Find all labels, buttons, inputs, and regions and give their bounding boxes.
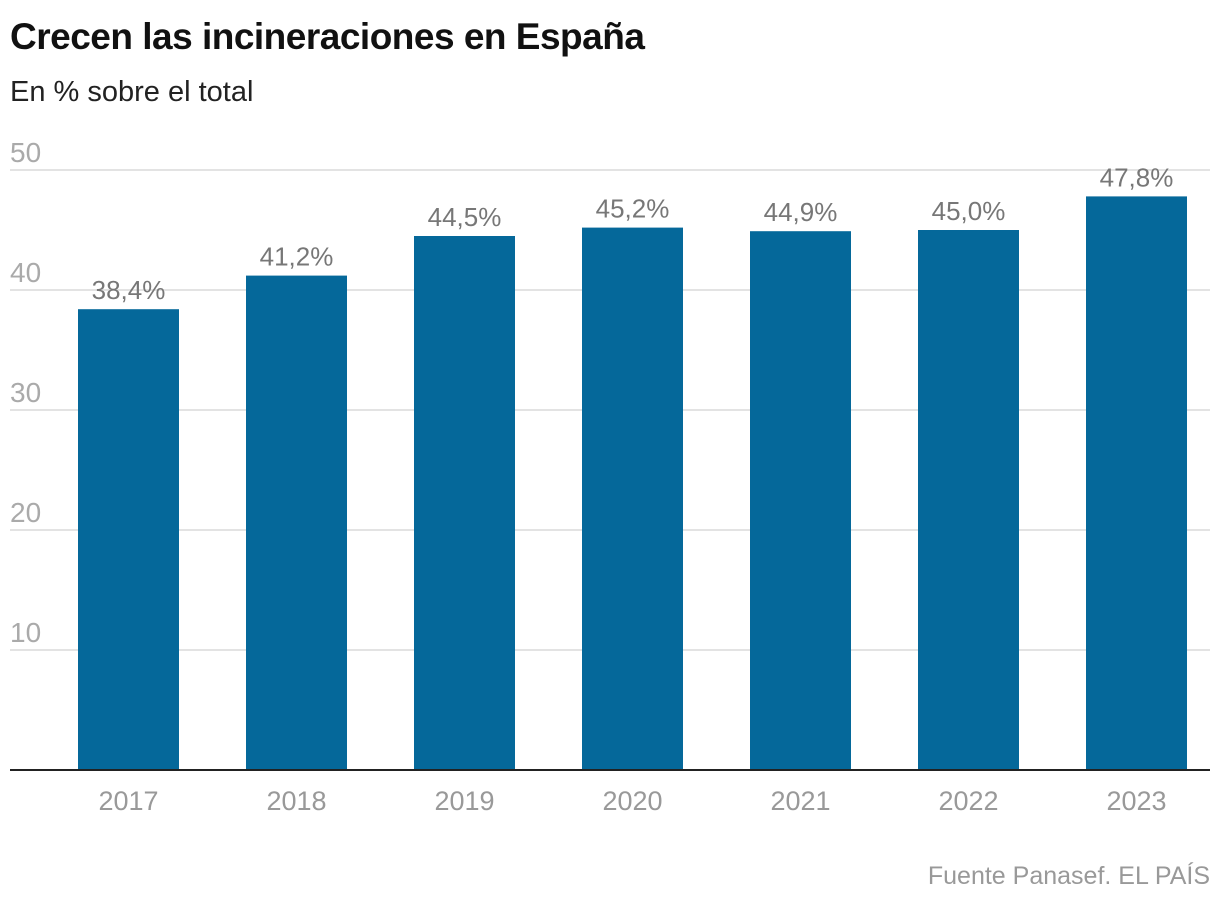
bar: [750, 231, 851, 770]
bar: [414, 236, 515, 770]
data-label: 41,2%: [260, 242, 334, 272]
data-label: 44,9%: [764, 197, 838, 227]
x-tick-label: 2022: [938, 786, 998, 816]
bar: [918, 230, 1019, 770]
x-tick-label: 2023: [1106, 786, 1166, 816]
chart-title: Crecen las incineraciones en España: [10, 16, 645, 57]
data-label: 45,0%: [932, 196, 1006, 226]
y-tick-label: 30: [10, 377, 41, 408]
data-label: 47,8%: [1100, 162, 1174, 192]
x-tick-label: 2021: [770, 786, 830, 816]
y-tick-label: 20: [10, 497, 41, 528]
y-tick-label: 10: [10, 617, 41, 648]
y-tick-label: 40: [10, 257, 41, 288]
bar: [78, 309, 179, 770]
x-tick-label: 2019: [434, 786, 494, 816]
x-tick-label: 2017: [98, 786, 158, 816]
chart-subtitle: En % sobre el total: [10, 76, 254, 108]
data-label: 44,5%: [428, 202, 502, 232]
x-tick-label: 2020: [602, 786, 662, 816]
x-tick-label: 2018: [266, 786, 326, 816]
bar: [1086, 196, 1187, 770]
bar: [582, 227, 683, 771]
data-label: 45,2%: [596, 194, 670, 224]
y-tick-label: 50: [10, 137, 41, 168]
source-note: Fuente Panasef. EL PAÍS: [927, 862, 1210, 890]
data-label: 38,4%: [92, 275, 166, 305]
bar: [246, 275, 347, 770]
